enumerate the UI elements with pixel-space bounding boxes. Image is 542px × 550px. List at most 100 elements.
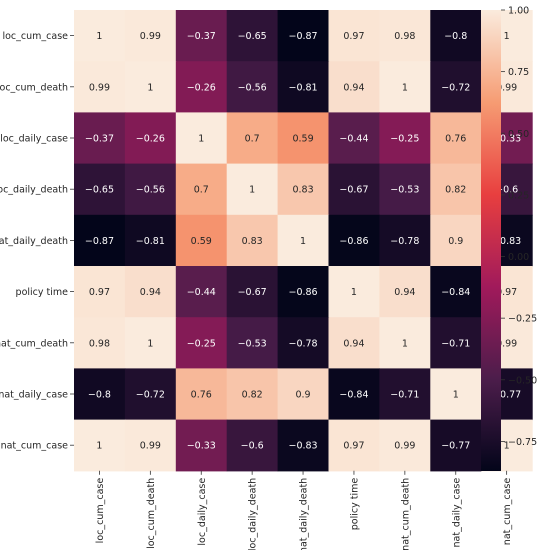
cell-value-label: −0.26 (136, 134, 165, 145)
cell-value-label: 1 (249, 185, 255, 196)
heatmap-cell (328, 368, 380, 421)
colorbar-tick-label: 0.25 (508, 190, 529, 201)
heatmap-cell (430, 266, 482, 318)
heatmap-cell (379, 419, 431, 472)
cell-value-label: 1 (147, 82, 153, 93)
cell-value-label: −0.83 (492, 236, 521, 247)
y-tick-label: policy time (16, 287, 69, 298)
colorbar-tick-label: 1.00 (508, 6, 529, 17)
heatmap-cell (430, 61, 482, 113)
cell-value-label: 0.94 (140, 287, 161, 298)
heatmap-cell (277, 10, 330, 62)
cell-value-label: 0.99 (496, 82, 517, 93)
heatmap-cell (430, 10, 482, 62)
cell-value-label: −0.44 (339, 134, 368, 145)
cell-value-label: −0.67 (339, 185, 368, 196)
heatmap-cell (226, 214, 279, 267)
heatmap-cell (175, 112, 228, 165)
heatmap-cell (430, 112, 482, 165)
heatmap-cell (124, 10, 177, 62)
heatmap-cell (277, 61, 330, 113)
cell-value-label: 0.94 (343, 338, 364, 349)
x-tick-label: loc_cum_case (95, 478, 106, 544)
cell-value-label: 0.99 (496, 338, 517, 349)
heatmap-cell (74, 368, 126, 421)
colorbar-tick-label: −0.25 (508, 314, 537, 325)
cell-value-label: 0.99 (140, 31, 161, 42)
x-tick-label: nat_cum_death (400, 478, 411, 550)
cell-value-label: −0.6 (495, 185, 518, 196)
heatmap-cell (124, 112, 177, 165)
heatmap-cell (175, 214, 228, 267)
cell-value-label: 0.97 (343, 31, 364, 42)
cell-value-label: −0.72 (136, 390, 165, 401)
y-tick-label: loc_cum_death (0, 82, 68, 93)
cell-value-label: −0.87 (85, 236, 114, 247)
heatmap-cell (175, 419, 228, 472)
cell-value-label: −0.53 (238, 338, 267, 349)
cell-value-label: −0.25 (187, 338, 216, 349)
x-tick-label: loc_cum_death (146, 478, 157, 549)
cell-value-label: −0.65 (238, 31, 267, 42)
colorbar-tick-label: 0.00 (508, 252, 529, 263)
heatmap-cell (124, 163, 177, 216)
cell-value-label: −0.33 (187, 441, 216, 452)
x-tick-label: nat_daily_case (451, 478, 462, 548)
cell-value-label: 1 (96, 31, 102, 42)
x-tick-label: nat_cum_case (502, 478, 513, 546)
cell-value-label: 1 (402, 338, 408, 349)
heatmap-cell (175, 10, 228, 62)
heatmap-cell (226, 419, 279, 472)
heatmap-cell (277, 112, 330, 165)
cell-value-label: −0.84 (339, 390, 368, 401)
x-tick-label: loc_daily_death (248, 478, 259, 550)
heatmap-cell (379, 368, 431, 421)
heatmap-cell (328, 10, 380, 62)
heatmap-cell (379, 112, 431, 165)
cell-value-label: −0.56 (136, 185, 165, 196)
heatmap-cell (124, 266, 177, 318)
cell-value-label: −0.83 (288, 441, 317, 452)
heatmap-cell (124, 214, 177, 267)
heatmap-cell (328, 214, 380, 267)
cell-value-label: −0.6 (241, 441, 264, 452)
heatmap-cell (379, 163, 431, 216)
heatmap-cell (379, 266, 431, 318)
cell-value-label: 0.7 (194, 185, 209, 196)
cell-value-label: 1 (198, 134, 204, 145)
y-tick-label: nat_cum_death (0, 338, 68, 349)
cell-value-label: 1 (300, 236, 306, 247)
heatmap-cell (74, 112, 126, 165)
heatmap-cell (328, 61, 380, 113)
heatmap-cell (175, 266, 228, 318)
cell-value-label: 0.7 (245, 134, 260, 145)
cell-value-label: −0.44 (187, 287, 216, 298)
cell-value-label: −0.37 (85, 134, 114, 145)
cell-value-label: 0.99 (394, 441, 415, 452)
heatmap-cell (379, 214, 431, 267)
cell-value-label: −0.77 (441, 441, 470, 452)
cell-value-label: 0.97 (89, 287, 110, 298)
cell-value-label: 0.99 (89, 82, 110, 93)
cell-value-label: −0.78 (390, 236, 419, 247)
heatmap-cell (277, 214, 330, 267)
y-tick-label: nat_daily_death (0, 236, 68, 247)
y-axis-labels: loc_cum_case loc_cum_death loc_daily_casel… (0, 31, 74, 452)
cell-value-label: −0.71 (390, 390, 419, 401)
x-tick-label: nat_daily_death (299, 478, 310, 550)
cell-value-label: 0.59 (292, 134, 313, 145)
cell-value-label: 0.94 (394, 287, 415, 298)
cell-value-label: 0.59 (191, 236, 212, 247)
cell-value-label: 0.76 (191, 390, 212, 401)
heatmap-cell (328, 266, 380, 318)
heatmap-cell (226, 112, 279, 165)
cell-value-label: −0.86 (288, 287, 317, 298)
cell-value-label: −0.53 (390, 185, 419, 196)
heatmap-cell (175, 61, 228, 113)
x-axis-labels: loc_cum_case loc_cum_death loc_daily_case l… (95, 470, 513, 550)
cell-value-label: 1 (504, 441, 510, 452)
heatmap-cell (226, 266, 279, 318)
heatmap-cell (430, 317, 482, 369)
heatmap-cell (328, 317, 380, 369)
